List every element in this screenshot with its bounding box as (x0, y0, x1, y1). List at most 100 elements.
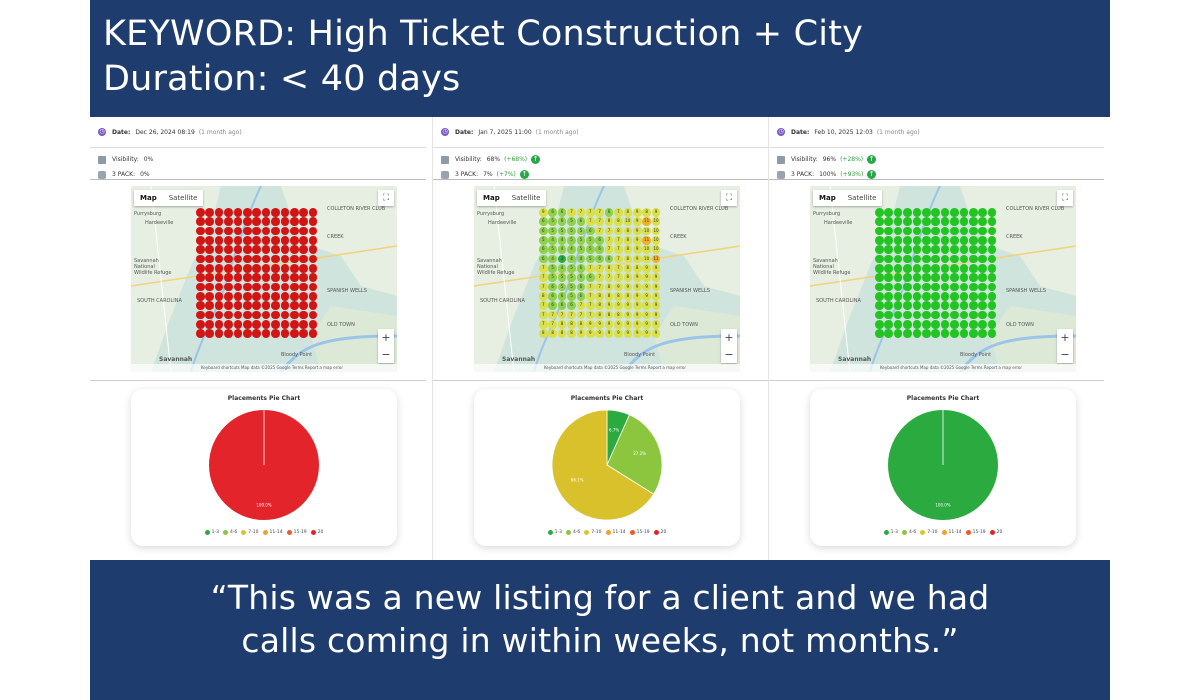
rank-dot[interactable] (921, 282, 931, 292)
rank-dot[interactable] (233, 320, 243, 329)
rank-dot[interactable] (931, 236, 940, 245)
rank-dot[interactable] (299, 208, 308, 217)
rank-dot[interactable] (978, 245, 987, 254)
rank-dot[interactable]: 8 (557, 329, 567, 339)
rank-dot[interactable] (205, 208, 214, 217)
rank-dot[interactable] (921, 254, 931, 264)
rank-dot[interactable] (308, 236, 318, 245)
rank-dot[interactable] (299, 217, 308, 226)
rank-dot[interactable] (968, 264, 978, 273)
rank-dot[interactable] (233, 273, 243, 282)
rank-dot[interactable] (271, 301, 280, 311)
zoom-out-button[interactable]: − (1060, 348, 1070, 361)
rank-dot[interactable]: 7 (614, 264, 623, 273)
rank-dot[interactable] (903, 320, 912, 329)
rank-dot[interactable]: 6 (539, 254, 548, 264)
rank-dot[interactable] (242, 282, 252, 292)
rank-dot[interactable] (912, 226, 922, 236)
rank-dot[interactable] (261, 282, 271, 292)
rank-dot[interactable] (214, 236, 224, 245)
rank-dot[interactable] (903, 329, 912, 339)
rank-dot[interactable] (893, 301, 903, 311)
rank-dot[interactable]: 9 (651, 208, 661, 217)
rank-dot[interactable] (903, 264, 912, 273)
rank-dot[interactable] (242, 273, 252, 282)
rank-dot[interactable] (242, 329, 252, 339)
rank-dot[interactable] (884, 329, 893, 339)
rank-dot[interactable] (893, 310, 903, 320)
rank-dot[interactable] (299, 245, 308, 254)
rank-dot[interactable] (903, 292, 912, 301)
rank-dot[interactable] (950, 310, 959, 320)
rank-dot[interactable]: 6 (557, 292, 567, 301)
rank-dot[interactable]: 9 (623, 329, 633, 339)
rank-dot[interactable] (987, 292, 997, 301)
rank-dot[interactable]: 9 (642, 264, 651, 273)
rank-dot[interactable]: 8 (623, 236, 633, 245)
rank-dot[interactable]: 6 (548, 208, 557, 217)
rank-dot[interactable] (893, 254, 903, 264)
rank-dot[interactable]: 5 (576, 245, 586, 254)
rank-dot[interactable] (921, 320, 931, 329)
rank-dot[interactable] (978, 273, 987, 282)
rank-dot[interactable]: 9 (632, 208, 642, 217)
rank-dot[interactable] (233, 310, 243, 320)
rank-dot[interactable] (931, 226, 940, 236)
rank-dot[interactable] (242, 217, 252, 226)
rank-dot[interactable] (875, 208, 884, 217)
rank-dot[interactable] (893, 226, 903, 236)
rank-dot[interactable] (940, 329, 950, 339)
rank-dot[interactable] (205, 292, 214, 301)
rank-dot[interactable] (987, 320, 997, 329)
rank-dot[interactable] (940, 208, 950, 217)
rank-dot[interactable] (299, 236, 308, 245)
rank-dot[interactable] (950, 245, 959, 254)
rank-dot[interactable] (940, 320, 950, 329)
rank-dot[interactable] (903, 236, 912, 245)
rank-dot[interactable]: 10 (651, 245, 661, 254)
rank-dot[interactable]: 7 (585, 292, 595, 301)
rank-dot[interactable] (912, 329, 922, 339)
rank-dot[interactable]: 7 (539, 273, 548, 282)
rank-dot[interactable] (978, 320, 987, 329)
zoom-in-button[interactable]: + (1060, 331, 1070, 344)
rank-dot[interactable] (196, 236, 205, 245)
rank-dot[interactable] (242, 310, 252, 320)
rank-dot[interactable] (214, 310, 224, 320)
rank-dot[interactable] (950, 236, 959, 245)
rank-dot[interactable] (299, 320, 308, 329)
rank-dot[interactable]: 11 (651, 254, 661, 264)
rank-dot[interactable] (196, 264, 205, 273)
rank-dot[interactable] (893, 208, 903, 217)
rank-dot[interactable]: 6 (576, 292, 586, 301)
rank-dot[interactable] (205, 245, 214, 254)
rank-dot[interactable] (987, 310, 997, 320)
rank-dot[interactable] (280, 329, 290, 339)
rank-dot[interactable] (205, 320, 214, 329)
rank-dot[interactable]: 6 (595, 245, 604, 254)
rank-dot[interactable]: 9 (604, 329, 614, 339)
rank-dot[interactable] (280, 264, 290, 273)
rank-dot[interactable]: 8 (623, 273, 633, 282)
rank-dot[interactable]: 8 (623, 226, 633, 236)
rank-dot[interactable]: 9 (642, 329, 651, 339)
rank-dot[interactable] (196, 254, 205, 264)
rank-dot[interactable]: 7 (539, 301, 548, 311)
rank-dot[interactable]: 9 (632, 226, 642, 236)
rank-dot[interactable]: 9 (623, 282, 633, 292)
rank-dot[interactable]: 5 (557, 226, 567, 236)
rank-dot[interactable] (308, 273, 318, 282)
rank-dot[interactable]: 7 (614, 273, 623, 282)
rank-dot[interactable] (233, 208, 243, 217)
rank-dot[interactable] (214, 292, 224, 301)
rank-dot[interactable] (233, 301, 243, 311)
rank-dot[interactable] (289, 301, 299, 311)
rank-dot[interactable] (884, 310, 893, 320)
rank-dot[interactable] (959, 301, 969, 311)
rank-dot[interactable]: 7 (585, 217, 595, 226)
rank-dot[interactable] (308, 292, 318, 301)
rank-dot[interactable] (308, 217, 318, 226)
rank-dot[interactable] (921, 236, 931, 245)
rank-dot[interactable] (884, 320, 893, 329)
rank-dot[interactable] (893, 282, 903, 292)
